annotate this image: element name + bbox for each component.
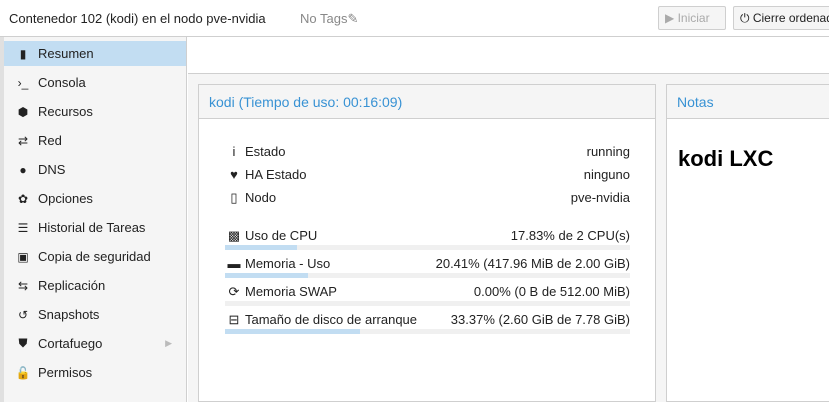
sidebar-item-opciones[interactable]: ✿ Opciones — [4, 186, 186, 211]
sidebar-item-label: Red — [38, 133, 62, 148]
shutdown-label: Cierre ordenado — [752, 11, 829, 25]
sidebar-item-consola[interactable]: ›_ Consola — [4, 70, 186, 95]
sidebar-item-historial-de-tareas[interactable]: ☰ Historial de Tareas — [4, 215, 186, 240]
sidebar-item-copia-de-seguridad[interactable]: ▣ Copia de seguridad — [4, 244, 186, 269]
usage-progress-fill — [225, 329, 361, 334]
exchange-icon: ⇄ — [17, 133, 29, 148]
sidebar-item-label: Consola — [38, 75, 86, 90]
toolbar-band — [188, 37, 829, 74]
top-bar: Contenedor 102 (kodi) en el nodo pve-nvi… — [0, 0, 829, 37]
list-icon: ☰ — [17, 220, 29, 235]
sidebar-item-label: Permisos — [38, 365, 93, 380]
sidebar-item-label: Snapshots — [38, 307, 100, 322]
sidebar-item-permisos[interactable]: 🔓 Permisos — [4, 360, 186, 385]
sidebar — [4, 37, 187, 402]
shutdown-button[interactable]: ⏻ Cierre ordenado — [733, 6, 829, 30]
usage-progress-bar — [225, 301, 630, 306]
unlock-icon: 🔓 — [15, 365, 31, 380]
gear-icon: ✿ — [17, 191, 29, 206]
usage-label: Memoria - Uso — [245, 256, 331, 271]
pencil-icon[interactable]: ✎ — [347, 11, 359, 26]
sidebar-item-label: Recursos — [38, 104, 93, 119]
shield-icon: ⛊ — [18, 336, 28, 350]
floppy-icon: ▣ — [17, 249, 29, 264]
sidebar-item-cortafuego[interactable]: ⛊ Cortafuego ▶ — [4, 331, 186, 356]
tags-editor[interactable]: No Tags✎ — [300, 11, 358, 27]
sidebar-item-label: DNS — [38, 162, 66, 177]
sidebar-item-dns[interactable]: ● DNS — [4, 157, 186, 182]
usage-progress-bar — [225, 329, 630, 334]
usage-progress-fill — [225, 273, 308, 278]
usage-value: 20.41% (417.96 MiB de 2.00 GiB) — [435, 256, 630, 271]
sidebar-item-label: Resumen — [38, 46, 94, 61]
usage-label: Tamaño de disco de arranque — [245, 312, 418, 327]
globe-icon: ● — [19, 162, 27, 177]
usage-progress-bar — [225, 245, 630, 250]
info-icon: i — [232, 144, 236, 159]
sidebar-item-resumen[interactable]: ▮ Resumen — [4, 41, 186, 66]
sidebar-item-label: Replicación — [38, 278, 106, 293]
info-value: running — [586, 144, 630, 159]
server-icon: ▯ — [230, 190, 238, 205]
sidebar-item-snapshots[interactable]: ↺ Snapshots — [4, 302, 186, 327]
memory-icon: ▬ — [227, 256, 241, 271]
start-label: Iniciar — [677, 11, 710, 25]
usage-progress-fill — [225, 245, 298, 250]
tags-label: No Tags — [300, 11, 348, 26]
refresh-icon: ⟳ — [228, 284, 240, 299]
history-icon: ↺ — [17, 307, 29, 322]
expand-arrow-icon[interactable]: ▶ — [165, 338, 172, 348]
hdd-icon: ⊟ — [228, 312, 240, 327]
info-label: Estado — [245, 144, 286, 159]
sidebar-item-label: Copia de seguridad — [38, 249, 151, 264]
sidebar-item-red[interactable]: ⇄ Red — [4, 128, 186, 153]
page-title: Contenedor 102 (kodi) en el nodo pve-nvi… — [9, 11, 266, 26]
heartbeat-icon: ♥ — [230, 167, 238, 182]
sidebar-item-label: Cortafuego — [38, 336, 103, 351]
info-label: Nodo — [245, 190, 277, 205]
power-icon: ⏻ — [740, 11, 750, 25]
notes-panel: Notas — [666, 84, 829, 402]
play-icon: ▶ — [665, 11, 675, 25]
usage-value: 33.37% (2.60 GiB de 7.78 GiB) — [450, 312, 630, 327]
cpu-icon: ▩ — [227, 228, 241, 243]
notes-content[interactable]: kodi LXC — [678, 146, 774, 171]
info-value: ninguno — [583, 167, 630, 182]
notes-panel-title: Notas — [667, 85, 829, 119]
sidebar-item-label: Opciones — [38, 191, 93, 206]
status-panel: kodi (Tiempo de uso: 00:16:09) — [198, 84, 656, 402]
status-panel-title: kodi (Tiempo de uso: 00:16:09) — [199, 85, 655, 119]
usage-value: 17.83% de 2 CPU(s) — [510, 228, 630, 243]
sidebar-item-label: Historial de Tareas — [38, 220, 146, 235]
info-value: pve-nvidia — [570, 190, 630, 205]
cube-icon: ⬢ — [17, 104, 29, 119]
usage-progress-bar — [225, 273, 630, 278]
sidebar-item-recursos[interactable]: ⬢ Recursos — [4, 99, 186, 124]
book-icon: ▮ — [19, 46, 27, 61]
info-label: HA Estado — [245, 167, 307, 182]
usage-value: 0.00% (0 B de 512.00 MiB) — [473, 284, 630, 299]
usage-label: Uso de CPU — [245, 228, 318, 243]
retweet-icon: ⇆ — [17, 278, 29, 293]
start-button[interactable]: ▶ Iniciar — [658, 6, 726, 30]
left-strip — [0, 37, 4, 402]
usage-label: Memoria SWAP — [245, 284, 337, 299]
terminal-icon: ›_ — [17, 75, 29, 90]
sidebar-item-replicaci-n[interactable]: ⇆ Replicación — [4, 273, 186, 298]
